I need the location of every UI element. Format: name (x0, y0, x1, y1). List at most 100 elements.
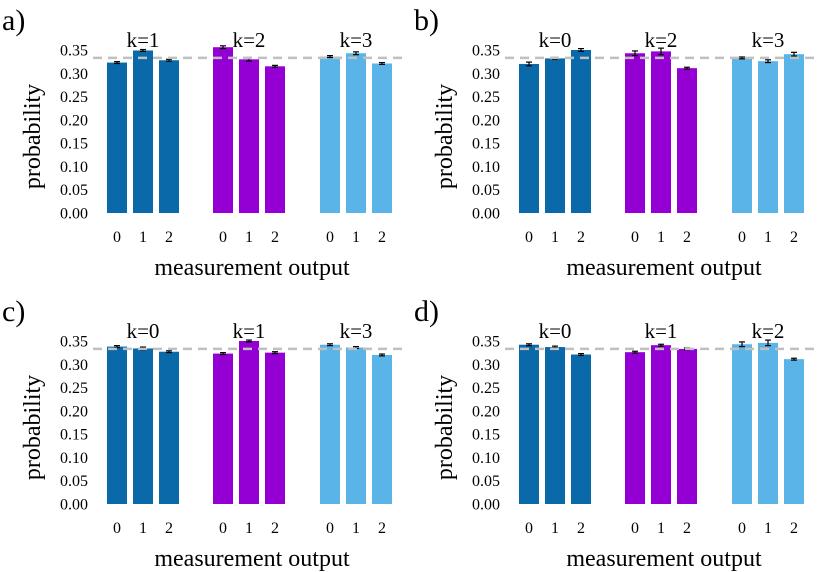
y-tick-label: 0.05 (60, 182, 88, 199)
panel-1: a) probability 0.00 0.05 0.10 0.15 0.20 0.25 0.3… (2, 4, 402, 281)
bar (732, 344, 752, 504)
group-label: k=0 (539, 28, 572, 52)
group-label: k=1 (127, 28, 160, 52)
bar (571, 50, 591, 213)
bar (265, 66, 285, 213)
x-axis-label: measurement output (566, 255, 762, 281)
y-axis-label: probability (20, 375, 46, 480)
y-tick-label: 0.15 (472, 427, 500, 444)
bar (159, 60, 179, 214)
bar (545, 58, 565, 213)
y-tick-label: 0.05 (472, 182, 500, 199)
group-label: k=3 (340, 319, 373, 343)
group-label: k=3 (752, 28, 785, 52)
x-tick-label: 0 (219, 229, 227, 246)
y-tick-label: 0.35 (60, 334, 88, 351)
bar (784, 54, 804, 213)
y-tick-label: 0.15 (60, 427, 88, 444)
x-tick-label: 1 (657, 520, 665, 537)
y-tick-label: 0.30 (60, 66, 88, 83)
bar (372, 63, 392, 214)
x-tick-label: 2 (790, 229, 798, 246)
bar (265, 352, 285, 504)
x-tick-label: 1 (352, 520, 360, 537)
y-tick-label: 0.20 (60, 112, 88, 129)
x-tick-label: 0 (525, 229, 533, 246)
x-tick-label: 2 (378, 229, 386, 246)
x-tick-label: 0 (113, 520, 121, 537)
y-axis-label: probability (20, 84, 46, 189)
y-tick-label: 0.25 (472, 380, 500, 397)
x-tick-label: 2 (165, 520, 173, 537)
x-tick-label: 1 (139, 520, 147, 537)
y-tick-label: 0.10 (60, 159, 88, 176)
y-tick-label: 0.20 (472, 112, 500, 129)
y-tick-label: 0.15 (60, 136, 88, 153)
group-label: k=0 (127, 319, 160, 343)
bar (571, 354, 591, 504)
group-label: k=2 (645, 28, 678, 52)
x-tick-label: 1 (245, 229, 253, 246)
y-axis-label: probability (432, 84, 458, 189)
bar (677, 348, 697, 504)
x-tick-label: 0 (738, 520, 746, 537)
panel-3: c) probability 0.00 0.05 0.10 0.15 0.20 0.25 0.3… (2, 295, 402, 572)
x-tick-label: 1 (764, 520, 772, 537)
bar (372, 354, 392, 504)
group-label: k=3 (340, 28, 373, 52)
x-tick-label: 1 (764, 229, 772, 246)
bar (651, 51, 671, 214)
bar (758, 61, 778, 214)
bar (107, 62, 127, 214)
panel-2: b) probability 0.00 0.05 0.10 0.15 0.20 0.25 0.3… (414, 4, 814, 281)
y-tick-label: 0.30 (472, 66, 500, 83)
y-tick-label: 0.25 (472, 89, 500, 106)
x-tick-label: 2 (577, 229, 585, 246)
y-tick-label: 0.25 (60, 380, 88, 397)
x-tick-label: 0 (113, 229, 121, 246)
x-tick-label: 0 (525, 520, 533, 537)
group-label: k=0 (539, 319, 572, 343)
y-tick-label: 0.20 (472, 403, 500, 420)
y-axis-label: probability (432, 375, 458, 480)
x-axis-label: measurement output (154, 255, 350, 281)
bar (346, 347, 366, 504)
x-tick-label: 1 (551, 520, 559, 537)
group-label: k=1 (645, 319, 678, 343)
y-tick-label: 0.10 (472, 450, 500, 467)
panel-label: b) (414, 4, 439, 37)
group-label: k=2 (752, 319, 785, 343)
group-label: k=2 (233, 28, 266, 52)
bar (213, 353, 233, 504)
panel-label: c) (2, 295, 25, 328)
x-tick-label: 2 (683, 520, 691, 537)
y-tick-label: 0.25 (60, 89, 88, 106)
bar (625, 352, 645, 504)
y-tick-label: 0.30 (472, 357, 500, 374)
y-tick-label: 0.00 (472, 497, 500, 514)
bar (625, 53, 645, 214)
y-tick-label: 0.30 (60, 357, 88, 374)
bar (758, 342, 778, 504)
panel-label: a) (2, 4, 25, 37)
x-tick-label: 1 (245, 520, 253, 537)
y-tick-label: 0.20 (60, 403, 88, 420)
bar (107, 346, 127, 504)
x-tick-label: 0 (631, 520, 639, 537)
bar (346, 53, 366, 214)
group-label: k=1 (233, 319, 266, 343)
x-axis-label: measurement output (154, 546, 350, 572)
x-tick-label: 2 (577, 520, 585, 537)
bar (519, 344, 539, 504)
y-tick-label: 0.35 (60, 43, 88, 60)
panel-4: d) probability 0.00 0.05 0.10 0.15 0.20 0.25 0.3… (414, 295, 814, 572)
bar (732, 57, 752, 213)
y-tick-label: 0.05 (472, 473, 500, 490)
bar (133, 50, 153, 213)
y-tick-label: 0.10 (472, 159, 500, 176)
y-tick-label: 0.00 (472, 206, 500, 223)
x-tick-label: 2 (271, 229, 279, 246)
bar (159, 351, 179, 504)
bar (320, 56, 340, 213)
